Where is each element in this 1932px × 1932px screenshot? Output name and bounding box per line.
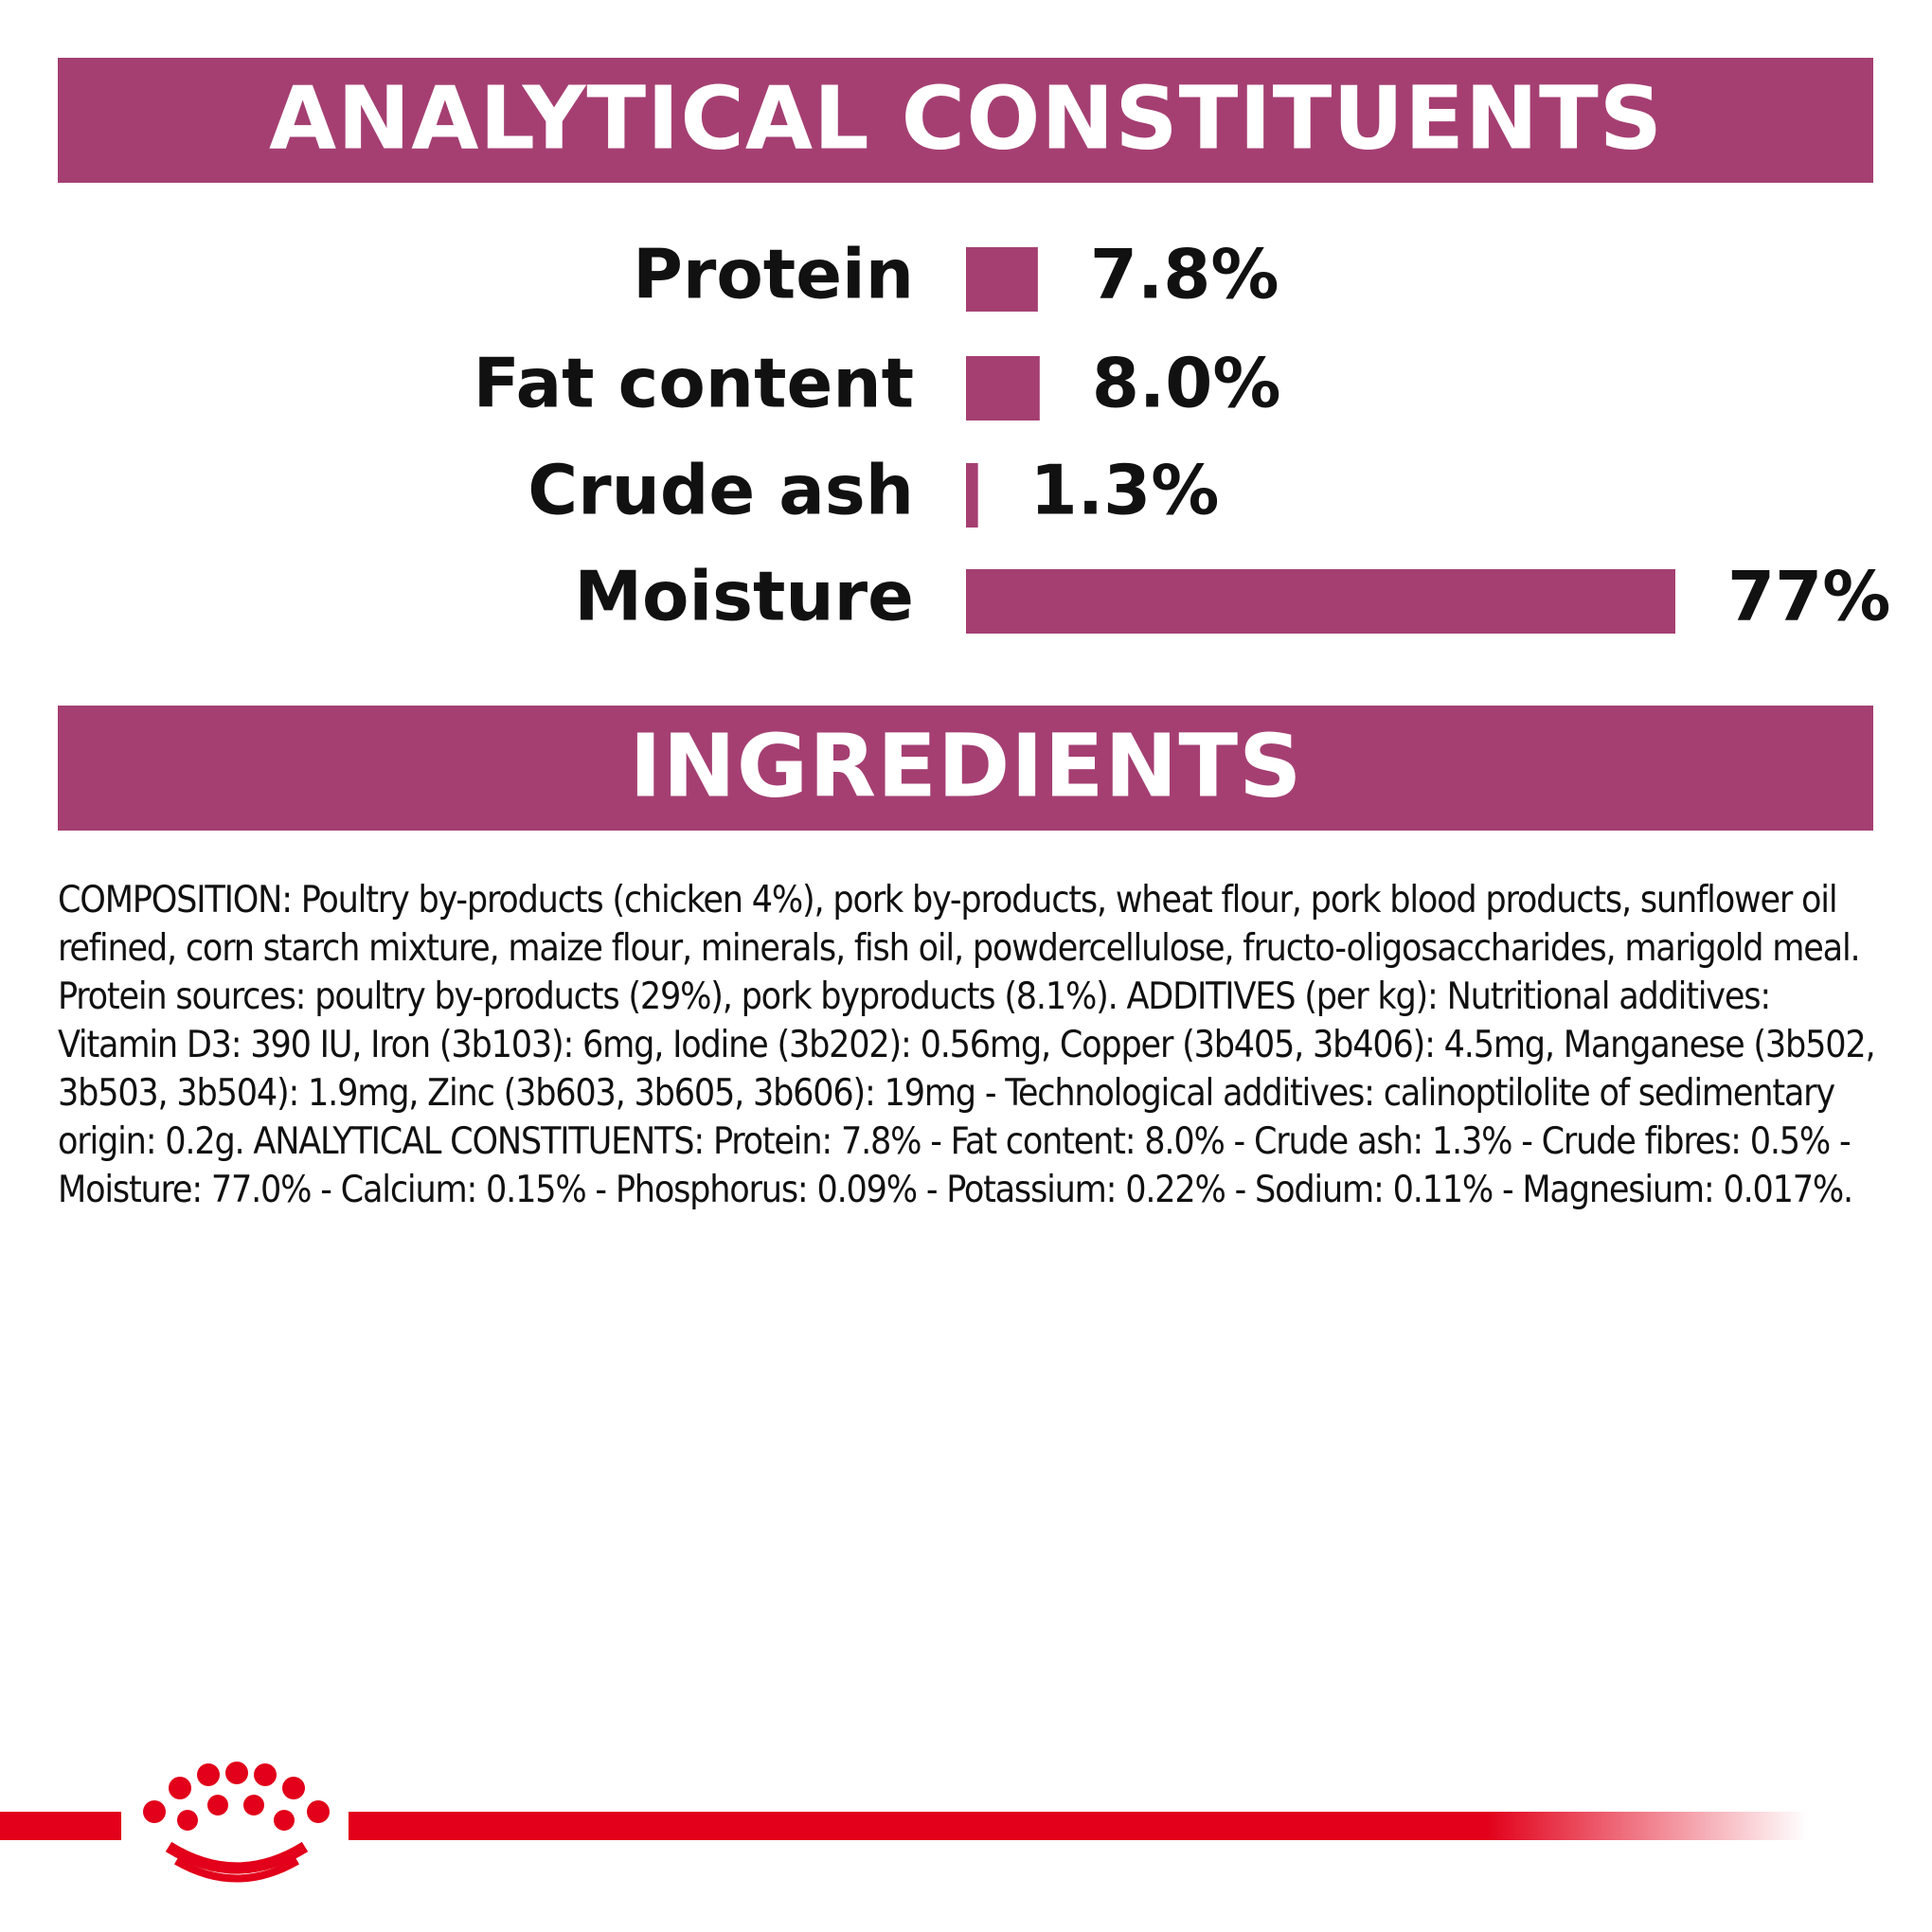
category-label: Moisture bbox=[574, 557, 914, 636]
bar bbox=[966, 463, 978, 528]
value-label: 8.0% bbox=[1092, 344, 1281, 423]
category-label: Crude ash bbox=[528, 451, 914, 530]
brand-line bbox=[349, 1812, 1807, 1840]
brand-line bbox=[0, 1812, 121, 1840]
header-band bbox=[58, 706, 1873, 831]
ingredients-text: COMPOSITION: Poultry by-products (chicke… bbox=[58, 879, 1876, 1211]
value-label: 1.3% bbox=[1030, 451, 1220, 530]
logo bbox=[143, 1762, 330, 1883]
value-label: 7.8% bbox=[1090, 235, 1279, 314]
category-label: Protein bbox=[633, 235, 914, 314]
bar bbox=[966, 356, 1040, 420]
chart-title: ANALYTICAL CONSTITUENTS bbox=[269, 67, 1663, 169]
bar bbox=[966, 569, 1675, 634]
header-band bbox=[58, 58, 1873, 183]
category-label: Fat content bbox=[474, 344, 914, 423]
value-label: 77% bbox=[1727, 557, 1890, 636]
bar bbox=[966, 247, 1038, 312]
section-title: INGREDIENTS bbox=[630, 715, 1303, 816]
